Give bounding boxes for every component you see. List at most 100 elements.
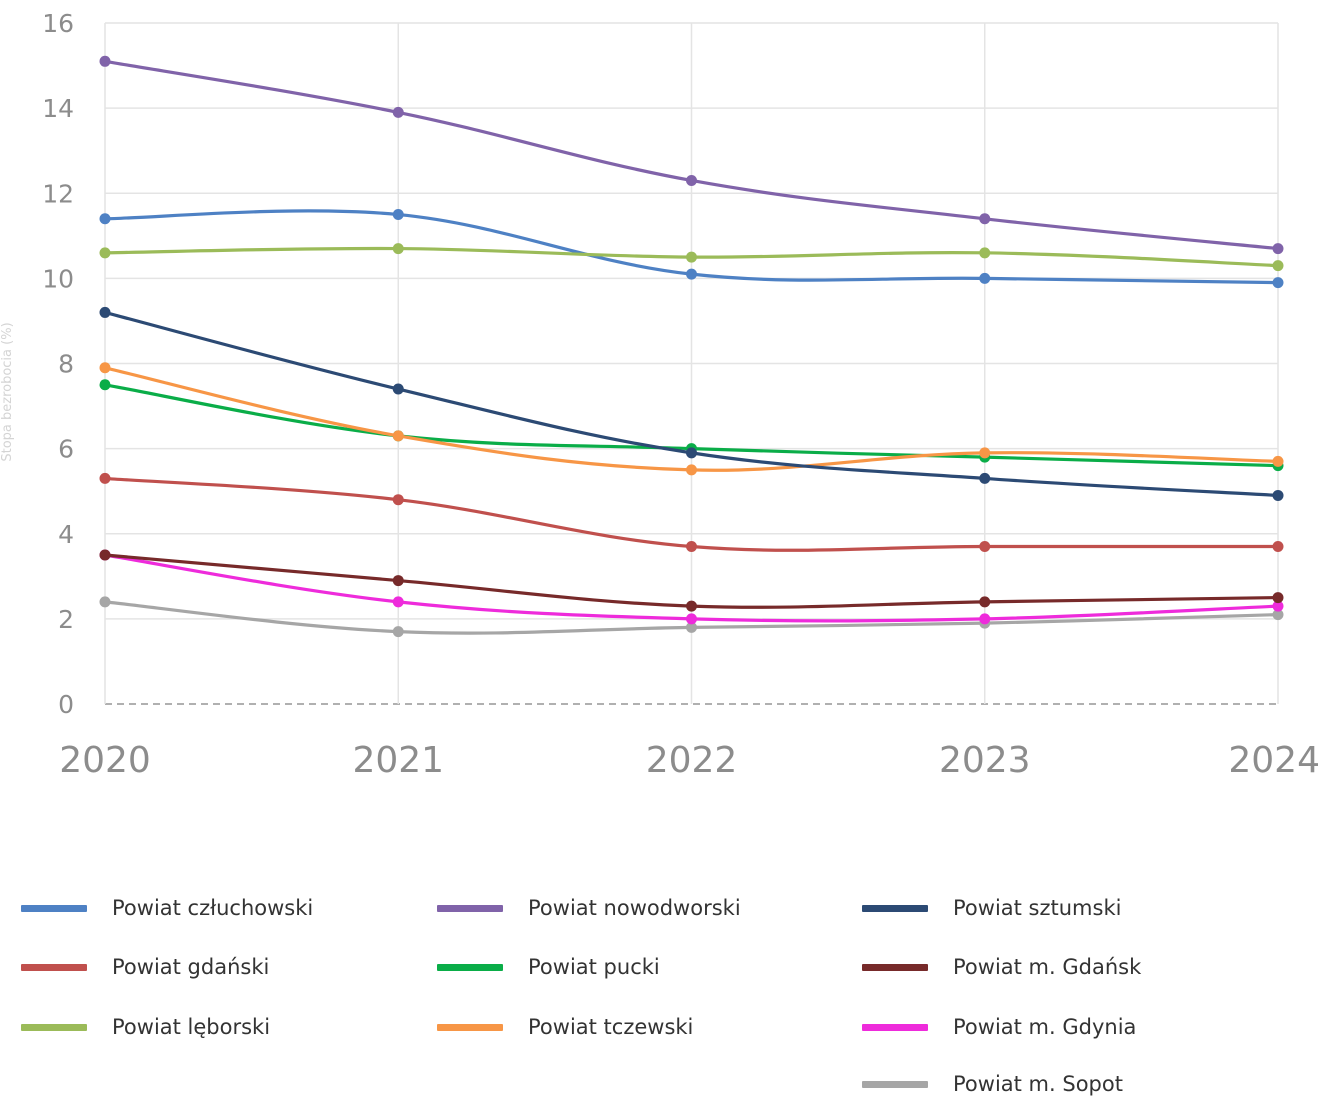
legend-label: Powiat m. Gdańsk bbox=[953, 955, 1142, 979]
legend-item: Powiat sztumski bbox=[862, 893, 1121, 923]
legend-item: Powiat m. Sopot bbox=[862, 1069, 1123, 1099]
legend-swatch bbox=[437, 963, 503, 971]
legend-swatch bbox=[862, 904, 928, 912]
series-powiat-cz-uchowski bbox=[99, 209, 1284, 289]
data-point bbox=[99, 379, 111, 391]
legend-item: Powiat człuchowski bbox=[21, 893, 313, 923]
legend-item: Powiat lęborski bbox=[21, 1012, 270, 1042]
y-tick-label: 0 bbox=[58, 690, 74, 719]
data-point bbox=[979, 272, 991, 284]
y-axis-label: Stopa bezrobocia (%) bbox=[0, 322, 15, 462]
y-tick-label: 6 bbox=[58, 435, 74, 464]
legend-label: Powiat sztumski bbox=[953, 896, 1122, 920]
legend-swatch bbox=[21, 904, 87, 912]
data-point bbox=[392, 106, 404, 118]
data-point bbox=[979, 472, 991, 484]
legend-label: Powiat m. Gdynia bbox=[953, 1015, 1137, 1039]
data-point bbox=[392, 596, 404, 608]
data-point bbox=[99, 247, 111, 259]
series-powiat-m-gda-sk bbox=[99, 549, 1284, 612]
legend-swatch bbox=[437, 904, 503, 912]
legend-swatch bbox=[862, 1023, 928, 1031]
data-point bbox=[686, 621, 697, 633]
x-tick-label: 2021 bbox=[352, 740, 444, 781]
line-chart: 0 2 4 6 8 10 12 14 16 2020 2021 2022 2023 2024 bbox=[42, 9, 1320, 781]
data-point bbox=[392, 430, 404, 442]
x-tick-label: 2024 bbox=[1228, 740, 1320, 781]
data-point bbox=[392, 626, 404, 638]
legend-swatch bbox=[21, 963, 87, 971]
data-point bbox=[686, 251, 697, 263]
data-point bbox=[99, 55, 111, 67]
data-point bbox=[99, 549, 111, 561]
legend-item: Powiat pucki bbox=[437, 952, 660, 982]
legend-label: Powiat nowodworski bbox=[528, 896, 741, 920]
data-point bbox=[392, 383, 404, 395]
data-point bbox=[1272, 600, 1284, 612]
y-tick-label: 10 bbox=[42, 264, 74, 293]
data-point bbox=[1272, 277, 1284, 289]
y-axis: 0 2 4 6 8 10 12 14 16 bbox=[42, 9, 74, 719]
legend-swatch bbox=[437, 1023, 503, 1031]
legend-swatch bbox=[862, 1080, 928, 1088]
data-point bbox=[1272, 609, 1284, 621]
y-tick-label: 2 bbox=[58, 605, 74, 634]
data-point bbox=[1272, 260, 1284, 272]
legend-item: Powiat m. Gdańsk bbox=[862, 952, 1141, 982]
data-point bbox=[99, 306, 111, 318]
x-tick-label: 2020 bbox=[59, 740, 151, 781]
legend-swatch bbox=[21, 1023, 87, 1031]
y-tick-label: 4 bbox=[58, 520, 74, 549]
series-powiat-nowodworski bbox=[99, 55, 1284, 255]
data-point bbox=[686, 447, 697, 459]
legend-label: Powiat gdański bbox=[112, 955, 270, 979]
data-point bbox=[99, 213, 111, 225]
data-point bbox=[1272, 541, 1284, 553]
legend-item: Powiat gdański bbox=[21, 952, 269, 982]
legend: Powiat człuchowski Powiat nowodworski Powi… bbox=[0, 880, 1325, 1096]
data-point bbox=[1272, 489, 1284, 501]
data-point bbox=[979, 596, 991, 608]
x-tick-label: 2023 bbox=[939, 740, 1031, 781]
series-powiat-sztumski bbox=[99, 306, 1284, 501]
legend-label: Powiat człuchowski bbox=[112, 896, 314, 920]
legend-label: Powiat tczewski bbox=[528, 1015, 694, 1039]
legend-item: Powiat m. Gdynia bbox=[862, 1012, 1136, 1042]
data-point bbox=[1272, 592, 1284, 604]
data-point bbox=[979, 447, 991, 459]
data-point bbox=[979, 613, 991, 625]
legend-label: Powiat pucki bbox=[528, 955, 660, 979]
data-point bbox=[99, 472, 111, 484]
data-point bbox=[1272, 243, 1284, 255]
data-point bbox=[686, 541, 697, 553]
data-point bbox=[392, 209, 404, 221]
series-powiat-gda-ski bbox=[99, 472, 1284, 553]
y-tick-label: 8 bbox=[58, 350, 74, 379]
series-powiat-tczewski bbox=[99, 362, 1284, 476]
y-tick-label: 14 bbox=[42, 94, 74, 123]
data-point bbox=[979, 541, 991, 553]
data-point bbox=[686, 613, 697, 625]
legend-label: Powiat m. Sopot bbox=[953, 1072, 1123, 1096]
plot-area bbox=[99, 55, 1284, 638]
data-point bbox=[686, 600, 697, 612]
data-point bbox=[686, 268, 697, 280]
y-tick-label: 16 bbox=[42, 9, 74, 38]
data-point bbox=[686, 174, 697, 186]
x-axis: 2020 2021 2022 2023 2024 bbox=[59, 740, 1320, 781]
legend-item: Powiat tczewski bbox=[437, 1012, 693, 1042]
series-powiat-l-borski bbox=[99, 243, 1284, 272]
data-point bbox=[99, 362, 111, 374]
data-point bbox=[979, 213, 991, 225]
data-point bbox=[979, 247, 991, 259]
x-tick-label: 2022 bbox=[646, 740, 738, 781]
legend-item: Powiat nowodworski bbox=[437, 893, 741, 923]
data-point bbox=[392, 243, 404, 255]
data-point bbox=[686, 464, 697, 476]
data-point bbox=[392, 494, 404, 506]
data-point bbox=[392, 575, 404, 587]
data-point bbox=[99, 596, 111, 608]
y-tick-label: 12 bbox=[42, 179, 74, 208]
legend-label: Powiat lęborski bbox=[112, 1015, 271, 1039]
legend-swatch bbox=[862, 963, 928, 971]
